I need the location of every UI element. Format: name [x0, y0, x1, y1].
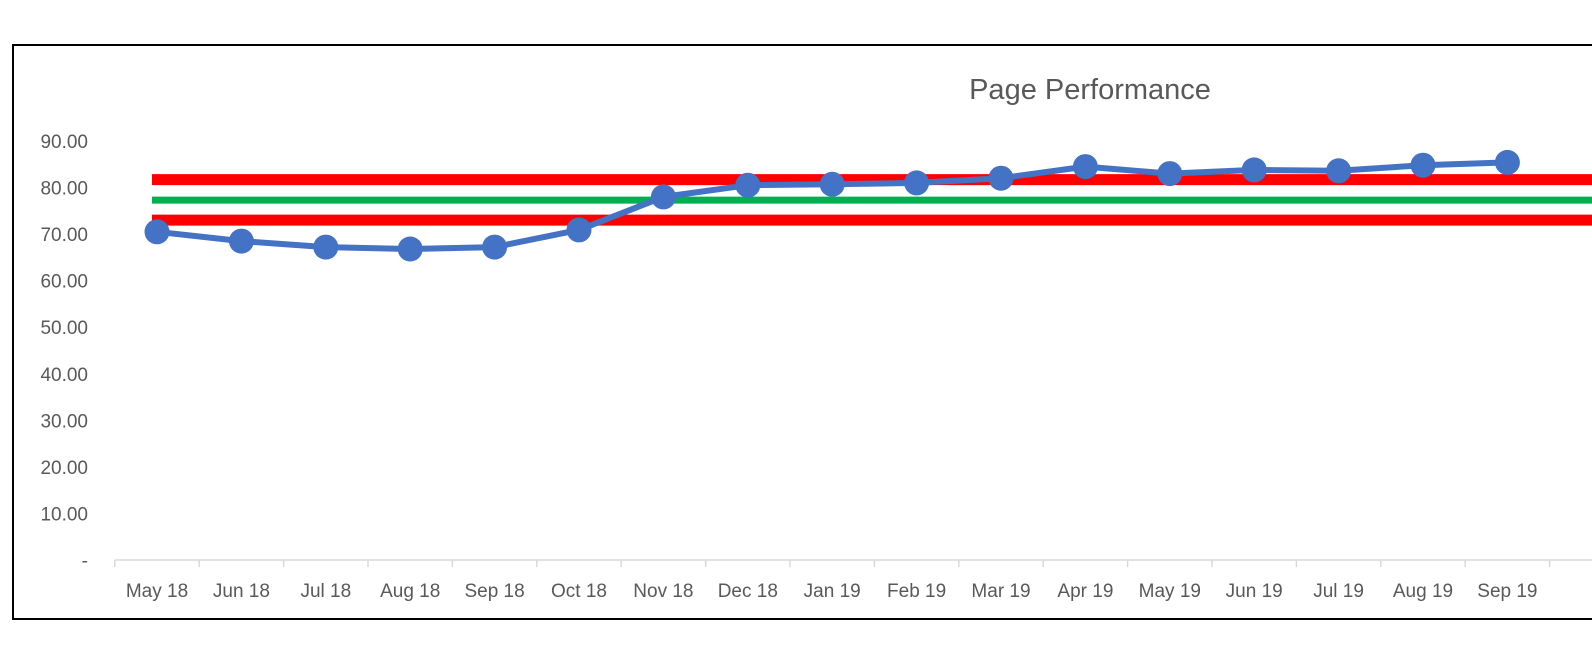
data-point	[144, 219, 170, 245]
x-tick-label: Jun 19	[1226, 581, 1283, 602]
data-point	[1072, 154, 1098, 180]
x-tick-label: Aug 19	[1393, 581, 1453, 602]
y-tick-label: 50.00	[40, 318, 88, 339]
x-tick-label: May 18	[126, 581, 188, 602]
x-axis-labels: May 18 Jun 18 Jul 18 Aug 18 Sep 18 Oct 18 Nov …	[126, 581, 1538, 602]
x-tick-label: Feb 19	[887, 581, 946, 602]
data-point	[1241, 157, 1267, 183]
data-point	[397, 236, 423, 262]
y-tick-label: 30.00	[40, 411, 88, 432]
data-point	[735, 172, 761, 198]
x-tick-label: Jul 18	[300, 581, 351, 602]
data-point	[1494, 149, 1520, 175]
x-axis	[114, 559, 1592, 567]
x-tick-label: Sep 19	[1477, 581, 1537, 602]
data-point	[482, 234, 508, 260]
data-point	[650, 184, 676, 210]
x-tick-label: Oct 18	[551, 581, 607, 602]
x-tick-label: Aug 18	[380, 581, 440, 602]
y-tick-label: 60.00	[40, 272, 88, 293]
data-point	[313, 234, 339, 260]
chart-title: Page Performance	[969, 74, 1211, 106]
x-tick-label: May 19	[1139, 581, 1201, 602]
x-tick-label: Jan 19	[804, 581, 861, 602]
data-point	[228, 228, 254, 254]
x-tick-label: Dec 18	[718, 581, 778, 602]
data-point	[566, 217, 592, 243]
data-point	[1410, 152, 1436, 178]
data-point	[904, 170, 930, 196]
y-axis-labels: - 10.00 20.00 30.00 40.00 50.00 60.00 70.00 80.0…	[40, 132, 88, 572]
x-tick-label: Jul 19	[1313, 581, 1364, 602]
y-tick-label: -	[82, 551, 88, 572]
x-tick-label: Apr 19	[1057, 581, 1113, 602]
y-tick-label: 10.00	[40, 504, 88, 525]
series-points	[144, 149, 1520, 262]
x-tick-label: Nov 18	[633, 581, 693, 602]
data-point	[1157, 161, 1183, 187]
y-tick-label: 40.00	[40, 365, 88, 386]
chart-frame	[12, 44, 1592, 620]
y-tick-label: 90.00	[40, 132, 88, 153]
x-tick-label: Jun 18	[213, 581, 270, 602]
data-point	[1326, 158, 1352, 184]
data-point	[819, 171, 845, 197]
y-tick-label: 70.00	[40, 225, 88, 246]
y-tick-label: 80.00	[40, 179, 88, 200]
data-point	[988, 165, 1014, 191]
reference-lines	[152, 174, 1592, 226]
x-tick-label: Sep 18	[464, 581, 524, 602]
y-tick-label: 20.00	[40, 458, 88, 479]
x-tick-label: Mar 19	[971, 581, 1030, 602]
